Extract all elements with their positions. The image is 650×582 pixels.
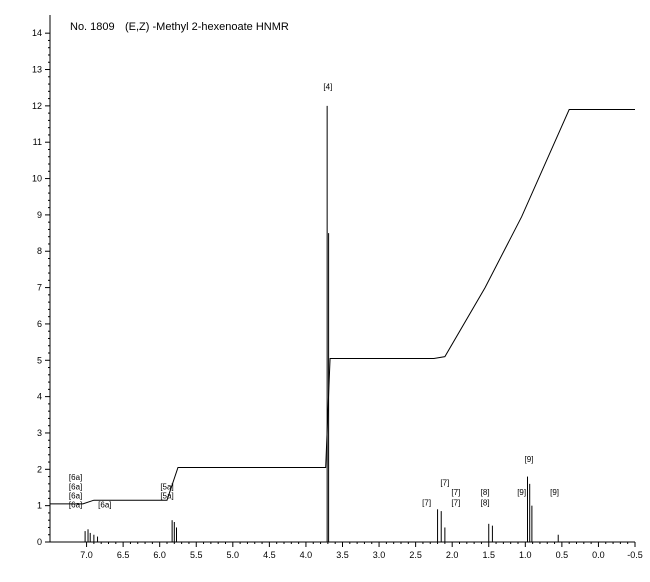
svg-text:1.5: 1.5 xyxy=(482,550,495,560)
svg-text:[9]: [9] xyxy=(517,488,526,497)
svg-text:4.0: 4.0 xyxy=(300,550,313,560)
svg-text:5.5: 5.5 xyxy=(190,550,203,560)
svg-text:7.0: 7.0 xyxy=(80,550,93,560)
svg-text:6: 6 xyxy=(37,319,42,329)
svg-text:[7]: [7] xyxy=(422,499,431,508)
svg-text:6.0: 6.0 xyxy=(153,550,166,560)
svg-text:[6a]: [6a] xyxy=(69,500,82,509)
svg-text:[5a]: [5a] xyxy=(160,482,173,491)
svg-text:[5a]: [5a] xyxy=(160,491,173,500)
svg-text:5.0: 5.0 xyxy=(227,550,240,560)
svg-text:3.0: 3.0 xyxy=(373,550,386,560)
svg-text:14: 14 xyxy=(32,28,42,38)
svg-text:6.5: 6.5 xyxy=(117,550,130,560)
svg-text:2: 2 xyxy=(37,464,42,474)
svg-text:No. 1809: No. 1809 xyxy=(70,21,115,33)
svg-text:[7]: [7] xyxy=(451,488,460,497)
svg-text:10: 10 xyxy=(32,174,42,184)
svg-text:-0.5: -0.5 xyxy=(627,550,643,560)
svg-text:(E,Z) -Methyl 2-hexenoate HNMR: (E,Z) -Methyl 2-hexenoate HNMR xyxy=(125,21,289,33)
svg-text:[6a]: [6a] xyxy=(69,482,82,491)
svg-text:[9]: [9] xyxy=(525,455,534,464)
svg-text:4: 4 xyxy=(37,392,42,402)
svg-text:2.0: 2.0 xyxy=(446,550,459,560)
svg-text:2.5: 2.5 xyxy=(409,550,422,560)
svg-text:[6a]: [6a] xyxy=(98,500,111,509)
svg-text:12: 12 xyxy=(32,101,42,111)
svg-text:[9]: [9] xyxy=(550,488,559,497)
svg-text:[6a]: [6a] xyxy=(69,491,82,500)
svg-text:[7]: [7] xyxy=(440,479,449,488)
svg-text:[8]: [8] xyxy=(481,499,490,508)
svg-text:[7]: [7] xyxy=(451,499,460,508)
svg-text:3: 3 xyxy=(37,428,42,438)
svg-text:3.5: 3.5 xyxy=(336,550,349,560)
svg-text:0.5: 0.5 xyxy=(556,550,569,560)
svg-text:1: 1 xyxy=(37,501,42,511)
svg-text:9: 9 xyxy=(37,210,42,220)
svg-text:0: 0 xyxy=(37,537,42,547)
svg-text:11: 11 xyxy=(33,137,42,147)
nmr-chart: 012345678910111213147.06.56.05.55.04.54.… xyxy=(0,0,650,582)
svg-text:7: 7 xyxy=(37,283,42,293)
svg-text:[8]: [8] xyxy=(481,488,490,497)
svg-text:[4]: [4] xyxy=(323,83,332,92)
svg-text:1.0: 1.0 xyxy=(519,550,532,560)
svg-text:[6a]: [6a] xyxy=(69,473,82,482)
svg-text:13: 13 xyxy=(32,65,42,75)
svg-text:0.0: 0.0 xyxy=(592,550,605,560)
svg-text:8: 8 xyxy=(37,246,42,256)
svg-text:4.5: 4.5 xyxy=(263,550,276,560)
svg-text:5: 5 xyxy=(37,355,42,365)
